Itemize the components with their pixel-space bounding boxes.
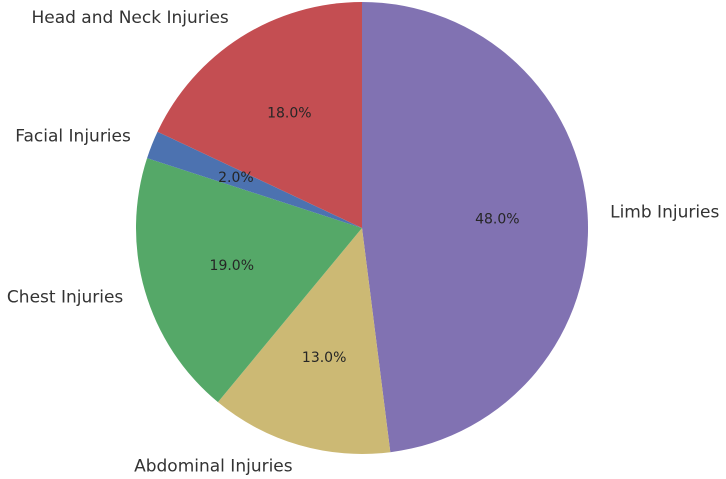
category-label-chest-injuries: Chest Injuries (7, 287, 123, 307)
pie-slice-chest-injuries (135, 158, 362, 403)
pct-label-limb-injuries: 48.0% (475, 211, 519, 227)
pie-slice-limb-injuries (362, 1, 589, 453)
category-label-head-and-neck-injuries: Head and Neck Injuries (31, 8, 228, 28)
pie-slice-facial-injuries (147, 131, 362, 228)
pct-label-head-and-neck-injuries: 18.0% (267, 106, 311, 122)
pie-slice-head-and-neck-injuries (157, 2, 362, 228)
category-label-limb-injuries: Limb Injuries (610, 202, 719, 222)
pct-label-facial-injuries: 2.0% (218, 170, 254, 186)
pct-label-chest-injuries: 19.0% (210, 258, 254, 274)
percentage-labels: 48.0% 13.0% 19.0% 2.0% 18.0% (210, 106, 520, 367)
pct-label-abdominal-injuries: 13.0% (302, 350, 346, 366)
pie-slice-abdominal-injuries (217, 228, 391, 455)
category-label-abdominal-injuries: Abdominal Injuries (134, 457, 293, 477)
pie-slices (135, 1, 589, 455)
category-label-facial-injuries: Facial Injuries (15, 126, 131, 146)
category-labels: Limb Injuries Abdominal Injuries Chest Inj… (7, 8, 720, 477)
